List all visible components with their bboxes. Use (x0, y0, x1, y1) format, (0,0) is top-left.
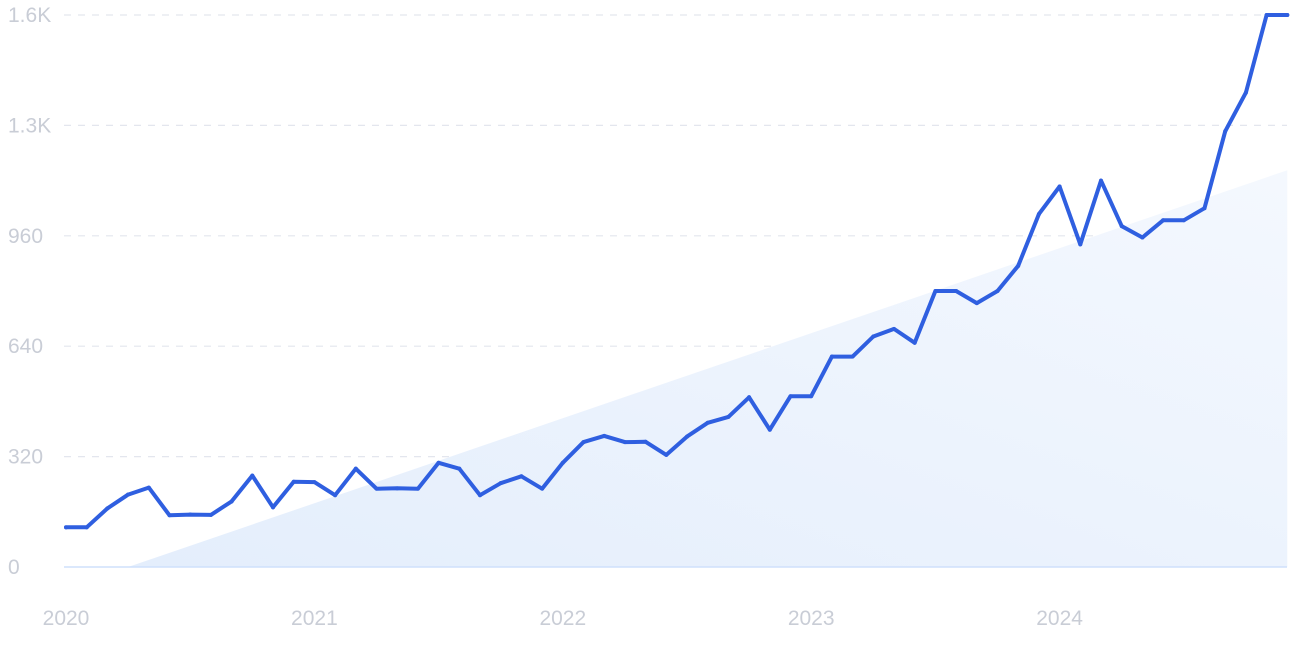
data-point (850, 354, 855, 359)
data-point (64, 525, 68, 530)
data-point (602, 433, 607, 438)
y-tick-label: 1.3K (8, 114, 51, 137)
data-point (519, 474, 524, 479)
data-point (788, 394, 793, 399)
data-point (974, 301, 979, 306)
series-line (64, 13, 1290, 530)
data-point (250, 473, 255, 478)
data-point (726, 414, 731, 419)
data-point (312, 480, 317, 485)
data-point (705, 420, 710, 425)
data-point (353, 466, 358, 471)
y-tick-label: 960 (8, 225, 43, 248)
data-point (1036, 212, 1041, 217)
y-tick-label: 640 (8, 335, 43, 358)
data-point (415, 486, 420, 491)
data-point (84, 525, 89, 530)
data-point (581, 440, 586, 445)
data-point (333, 493, 338, 498)
data-point (540, 486, 545, 491)
x-tick-label: 2024 (1036, 607, 1083, 630)
data-point (1223, 129, 1228, 134)
data-point (105, 506, 110, 511)
data-point (829, 354, 834, 359)
data-point (912, 340, 917, 345)
trend-area (128, 170, 1288, 567)
data-point (1202, 206, 1207, 211)
data-point (208, 512, 213, 517)
data-point (643, 439, 648, 444)
y-tick-label: 320 (8, 446, 43, 469)
data-point (167, 513, 172, 518)
data-point (933, 289, 938, 293)
data-point (871, 334, 876, 339)
data-point (436, 460, 441, 465)
data-point (1016, 263, 1021, 268)
data-point (1057, 184, 1062, 189)
data-point (622, 440, 627, 445)
x-tick-label: 2023 (788, 607, 835, 630)
data-point (498, 481, 503, 486)
data-point (1243, 90, 1248, 95)
x-axis-tick-labels: 2020 2021 2022 2023 2024 (43, 607, 1084, 630)
data-point (747, 395, 752, 400)
data-point (1181, 218, 1186, 223)
data-point (1161, 218, 1166, 223)
y-tick-label: 1.6K (8, 4, 51, 27)
data-point (809, 394, 814, 399)
data-point (1264, 13, 1269, 17)
data-point (954, 289, 959, 293)
data-point (1285, 13, 1290, 17)
y-axis-tick-labels: 0 320 640 960 1.3K 1.6K (8, 4, 51, 579)
data-point (188, 512, 193, 517)
data-point (126, 492, 131, 497)
data-point (1099, 178, 1103, 183)
data-point (478, 493, 482, 498)
data-point (457, 466, 462, 471)
data-point (1119, 224, 1124, 229)
data-point (560, 460, 565, 465)
data-points (64, 13, 1290, 530)
data-point (374, 486, 379, 491)
data-point (1140, 235, 1145, 240)
data-point (664, 452, 669, 457)
y-tick-label: 0 (8, 556, 20, 579)
data-point (892, 326, 896, 331)
data-point (395, 486, 400, 491)
data-point (271, 505, 275, 510)
data-point (229, 499, 234, 504)
x-tick-label: 2021 (291, 607, 338, 630)
x-tick-label: 2022 (539, 607, 586, 630)
data-point (1078, 242, 1083, 247)
data-point (685, 434, 689, 439)
data-point (146, 485, 151, 490)
data-point (767, 427, 772, 432)
data-point (291, 479, 296, 484)
data-point (995, 289, 1000, 293)
x-tick-label: 2020 (43, 607, 90, 630)
